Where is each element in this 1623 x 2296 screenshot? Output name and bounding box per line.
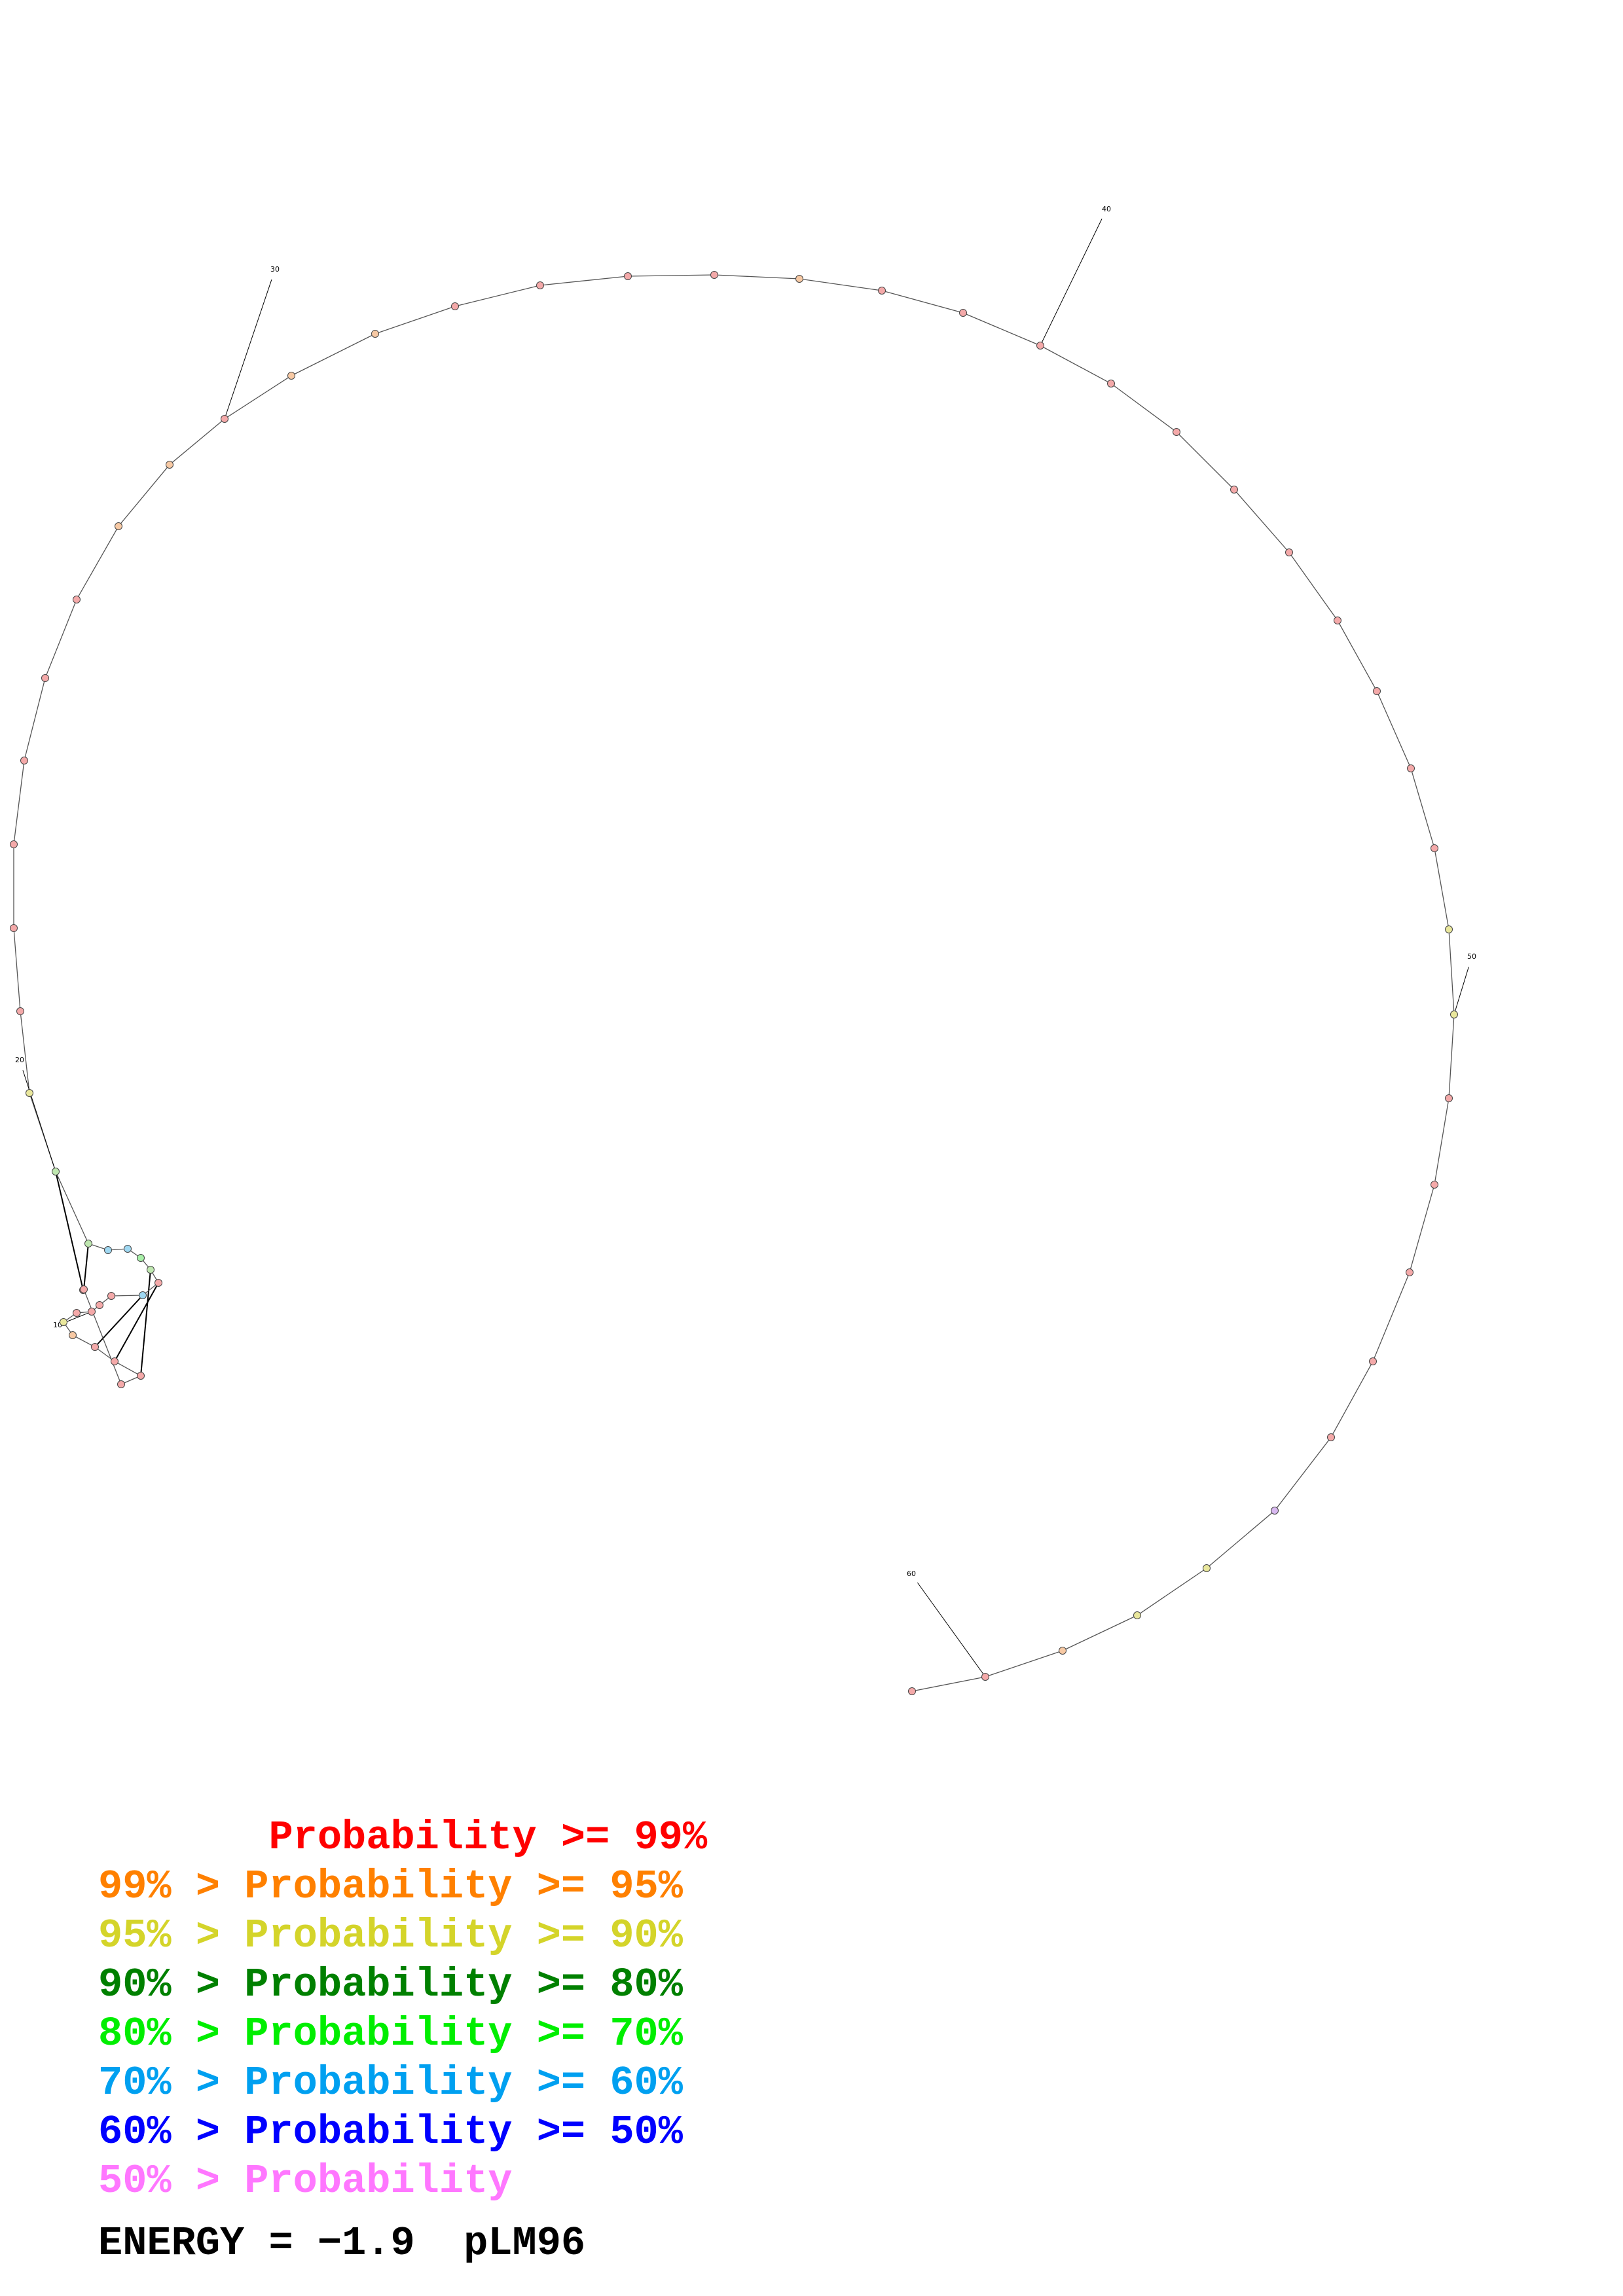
base-pair-line <box>83 1243 89 1290</box>
base-pair-line <box>114 1282 159 1362</box>
nucleotide-marker <box>41 674 49 682</box>
energy-spacer <box>415 2220 464 2267</box>
nucleotide-markers <box>10 271 1458 1695</box>
nucleotide-marker <box>710 271 718 279</box>
base-pair-line <box>55 1171 84 1291</box>
nucleotide-marker <box>84 1240 92 1247</box>
nucleotide-marker <box>1107 380 1115 387</box>
nucleotide-marker <box>451 302 459 310</box>
nucleotide-marker <box>137 1372 145 1380</box>
nucleotide-marker <box>624 272 632 280</box>
position-tick <box>67 1311 92 1322</box>
legend-entry: 50% > Probability <box>98 2158 513 2204</box>
nucleotide-marker <box>287 372 295 380</box>
legend-entry: 70% > Probability >= 60% <box>98 2060 683 2106</box>
position-label: 20 <box>15 1056 24 1064</box>
nucleotide-marker <box>1431 844 1438 852</box>
legend-entry: 60% > Probability >= 50% <box>98 2109 683 2155</box>
nucleotide-marker <box>60 1318 67 1326</box>
nucleotide-marker <box>959 309 967 317</box>
position-label: 30 <box>270 265 280 274</box>
nucleotide-marker <box>1334 617 1341 624</box>
nucleotide-marker <box>73 1309 81 1317</box>
nucleotide-marker <box>221 415 228 423</box>
nucleotide-marker <box>155 1279 162 1287</box>
nucleotide-marker <box>1327 1433 1335 1441</box>
nucleotide-marker <box>20 757 28 764</box>
position-label: 60 <box>907 1570 916 1578</box>
nucleotide-marker <box>1285 548 1293 556</box>
base-pair-line <box>140 1269 151 1376</box>
legend-lines: Probability >= 99% 99% > Probability >= 9… <box>98 1813 949 2206</box>
nucleotide-marker <box>166 461 173 469</box>
nucleotide-marker <box>536 281 544 289</box>
nucleotide-marker <box>117 1380 125 1388</box>
nucleotide-marker <box>137 1254 145 1262</box>
nucleotide-marker <box>1203 1564 1211 1572</box>
rna-backbone <box>13 274 1455 1692</box>
nucleotide-marker <box>795 275 803 283</box>
legend-entry: 90% > Probability >= 80% <box>98 1962 683 2008</box>
nucleotide-marker <box>1059 1647 1067 1655</box>
position-tick <box>917 1582 986 1677</box>
nucleotide-marker <box>111 1357 119 1365</box>
legend-entry: Probability >= 99% <box>98 1814 708 1861</box>
probability-legend: Probability >= 99% 99% > Probability >= 9… <box>98 1813 949 2267</box>
nucleotide-marker <box>878 287 886 295</box>
nucleotide-marker <box>88 1308 96 1316</box>
nucleotide-marker <box>1406 1268 1413 1276</box>
nucleotide-marker <box>16 1007 24 1015</box>
nucleotide-marker <box>981 1673 989 1681</box>
position-tick <box>1453 967 1469 1015</box>
nucleotide-marker <box>1036 342 1044 350</box>
nucleotide-marker <box>104 1246 112 1254</box>
energy-value: −1.9 <box>317 2220 415 2267</box>
nucleotide-marker <box>1445 1094 1453 1102</box>
nucleotide-marker <box>1450 1011 1458 1018</box>
position-tick <box>22 1070 56 1172</box>
legend-entry: 80% > Probability >= 70% <box>98 2011 683 2057</box>
position-tick <box>224 279 272 420</box>
nucleotide-marker <box>26 1089 33 1097</box>
nucleotide-marker <box>1431 1181 1438 1189</box>
nucleotide-marker <box>115 522 122 530</box>
nucleotide-marker <box>124 1245 132 1253</box>
energy-line: ENERGY = −1.9 pLM96 <box>98 2220 949 2267</box>
nucleotide-marker <box>1230 486 1238 493</box>
position-tick <box>1040 219 1103 346</box>
base-pair-lines <box>55 1171 159 1376</box>
legend-entry: 95% > Probability >= 90% <box>98 1912 683 1959</box>
position-label: 40 <box>1102 205 1111 213</box>
nucleotide-marker <box>96 1301 103 1309</box>
nucleotide-marker <box>1133 1611 1141 1619</box>
nucleotide-marker <box>1271 1507 1279 1515</box>
nucleotide-marker <box>139 1291 147 1299</box>
nucleotide-marker <box>1369 1357 1377 1365</box>
position-label: 50 <box>1467 952 1476 961</box>
nucleotide-marker <box>908 1687 916 1695</box>
nucleotide-marker <box>52 1168 60 1175</box>
energy-label: ENERGY = <box>98 2220 318 2267</box>
nucleotide-marker <box>1407 764 1415 772</box>
nucleotide-marker <box>147 1266 155 1274</box>
nucleotide-marker <box>73 596 81 603</box>
nucleotide-marker <box>91 1343 99 1351</box>
legend-entry: 99% > Probability >= 95% <box>98 1863 683 1910</box>
nucleotide-marker <box>1445 925 1453 933</box>
nucleotide-marker <box>80 1285 88 1293</box>
nucleotide-marker <box>10 924 18 932</box>
nucleotide-marker <box>69 1331 77 1339</box>
nucleotide-marker <box>1373 687 1381 695</box>
nucleotide-marker <box>107 1292 115 1300</box>
nucleotide-marker <box>1173 428 1180 436</box>
nucleotide-marker <box>10 840 18 848</box>
sequence-name: pLM96 <box>464 2220 586 2267</box>
nucleotide-marker <box>371 330 379 338</box>
